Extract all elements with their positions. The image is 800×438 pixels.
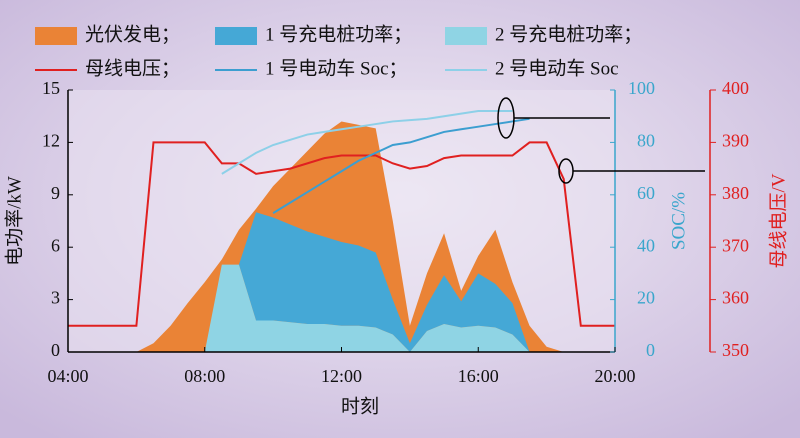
x-tick-label: 16:00: [458, 366, 499, 386]
y-axis-label: 电功率/kW: [3, 176, 25, 266]
y2-tick-label: 100: [628, 78, 655, 98]
line: [221, 109, 513, 175]
y2-tick-label: 20: [637, 288, 655, 308]
y3-tick-label: 350: [722, 340, 749, 360]
line: [68, 141, 615, 327]
y-tick-label: 0: [51, 340, 60, 360]
y3-tick-label: 400: [722, 78, 749, 98]
y2-tick-label: 0: [646, 340, 655, 360]
legend-label: 光伏发电；: [85, 23, 180, 45]
x-tick-label: 12:00: [321, 366, 362, 386]
legend-swatch: [35, 27, 77, 45]
legend-swatch: [215, 27, 257, 45]
y-tick-label: 12: [42, 131, 60, 151]
y2-tick-label: 40: [637, 235, 655, 255]
y-tick-label: 9: [51, 183, 60, 203]
y-tick-label: 3: [51, 288, 60, 308]
y3-tick-label: 370: [722, 235, 749, 255]
legend-label: 2 号充电桩功率；: [495, 23, 642, 45]
y2-tick-label: 80: [637, 131, 655, 151]
x-axis-label: 时刻: [341, 395, 379, 417]
y2-tick-label: 60: [637, 183, 655, 203]
y2-axis-label: SOC/%: [668, 192, 689, 250]
legend-swatch: [445, 27, 487, 45]
legend-label: 母线电压；: [85, 57, 180, 79]
legend-label: 2 号电动车 Soc: [495, 57, 619, 79]
x-tick-label: 08:00: [184, 366, 225, 386]
y-tick-label: 15: [42, 78, 60, 98]
y3-tick-label: 360: [722, 288, 749, 308]
area: [68, 212, 615, 352]
legend-label: 1 号充电桩功率；: [265, 23, 412, 45]
legend-label: 1 号电动车 Soc；: [265, 57, 408, 79]
line: [272, 117, 530, 214]
y-tick-label: 6: [51, 235, 60, 255]
y3-tick-label: 390: [722, 131, 749, 151]
plot-area: 0 3 6 9 12 15 0 20 40 60 80 100 350 360 370 380 390 400 04…: [42, 78, 749, 386]
y3-tick-label: 380: [722, 183, 749, 203]
x-tick-label: 20:00: [594, 366, 635, 386]
x-tick-label: 04:00: [47, 366, 88, 386]
y3-axis-label: 母线电压/V: [767, 173, 789, 268]
area: [68, 264, 615, 352]
